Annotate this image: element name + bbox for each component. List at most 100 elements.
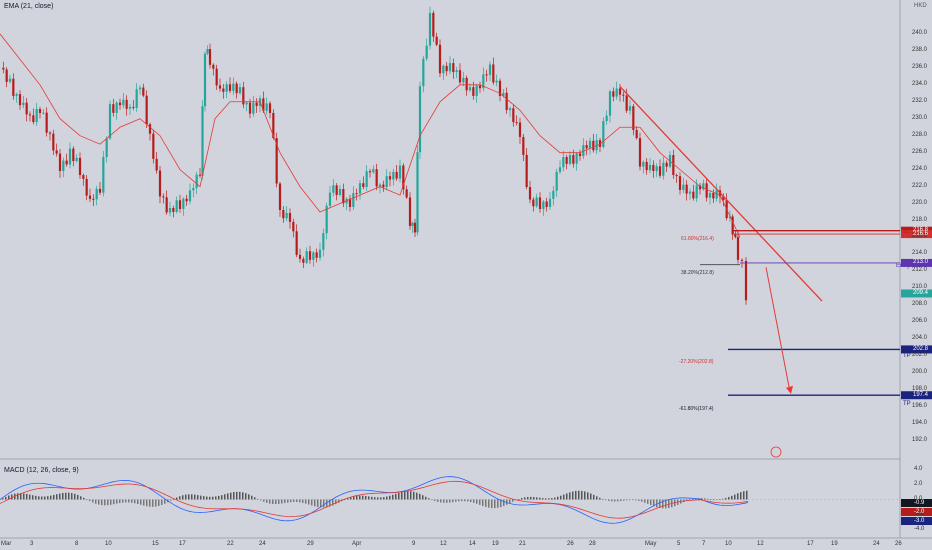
candle-body	[12, 78, 15, 96]
macd-histogram-bar	[476, 499, 478, 504]
candle-body	[385, 176, 388, 188]
candle-body	[332, 185, 335, 193]
candle-body	[118, 102, 122, 106]
candle-body	[245, 102, 248, 105]
candle-body	[172, 207, 175, 212]
candle-body	[265, 103, 268, 111]
macd-histogram-bar	[374, 497, 376, 500]
candle-body	[315, 252, 318, 258]
macd-title[interactable]: MACD (12, 26, close, 9)	[4, 467, 79, 474]
macd-badge-text: -2.0	[914, 508, 925, 515]
macd-histogram-bar	[455, 499, 457, 502]
macd-histogram-bar	[206, 496, 208, 500]
macd-histogram-bar	[710, 499, 712, 500]
level-badge-text: 213.0	[913, 259, 929, 266]
macd-histogram-bar	[284, 499, 286, 504]
macd-histogram-bar	[320, 499, 322, 508]
candle-body	[568, 155, 572, 164]
level-badge	[901, 258, 932, 267]
macd-histogram-bar	[383, 497, 385, 500]
macd-histogram-bar	[281, 499, 283, 504]
macd-badge	[901, 508, 932, 516]
time-tick: Mar	[1, 541, 12, 547]
macd-histogram-bar	[104, 499, 106, 506]
macd-histogram-bar	[542, 498, 544, 500]
macd-badge-text: -3.0	[914, 517, 925, 524]
macd-histogram-bar	[596, 496, 598, 500]
candle-body	[413, 222, 417, 233]
macd-histogram-bar	[662, 499, 664, 509]
macd-histogram-bar	[98, 499, 100, 505]
candle-body	[378, 184, 382, 187]
candle-body	[442, 65, 445, 74]
time-tick: 26	[895, 541, 902, 547]
candle-body	[652, 164, 655, 171]
macd-histogram-bar	[137, 499, 139, 505]
candle-body	[203, 53, 207, 107]
candle-body	[545, 201, 548, 207]
price-tick: 228.0	[912, 131, 928, 138]
price-tick: 220.0	[912, 199, 928, 206]
candle-body	[505, 92, 508, 111]
time-tick: 24	[873, 541, 880, 547]
candle-body	[325, 205, 328, 234]
price-tick: 212.0	[912, 267, 928, 274]
level-badge-text: 202.8	[913, 345, 929, 352]
macd-histogram-bar	[23, 493, 25, 500]
candle-body	[388, 176, 392, 180]
macd-histogram-bar	[602, 499, 604, 500]
candle-body	[15, 94, 18, 96]
macd-histogram-bar	[431, 499, 433, 501]
macd-histogram-bar	[176, 497, 178, 500]
candle-body	[598, 140, 602, 147]
candle-body	[695, 185, 698, 199]
candle-body	[615, 88, 618, 97]
candle-body	[278, 183, 282, 211]
macd-histogram-bar	[236, 491, 238, 500]
candle-body	[462, 77, 465, 83]
candle-body	[335, 185, 338, 195]
candle-body	[262, 98, 265, 111]
macd-histogram-bar	[212, 496, 214, 500]
candle-body	[25, 102, 28, 115]
candle-body	[298, 254, 302, 259]
fib-38-label: 38.20%(212.8)	[681, 270, 714, 276]
candle-body	[182, 198, 185, 209]
candle-body	[235, 83, 238, 94]
candle-body	[82, 175, 85, 179]
macd-histogram-bar	[317, 499, 319, 508]
candle-body	[548, 198, 552, 207]
time-tick: 17	[807, 541, 814, 547]
time-tick: 26	[567, 541, 574, 547]
time-tick: 12	[440, 541, 447, 547]
candle-body	[495, 80, 498, 83]
axis-area	[900, 0, 932, 550]
candle-body	[65, 160, 68, 165]
candle-body	[578, 153, 582, 157]
indicator-title[interactable]: EMA (21, close)	[4, 3, 54, 10]
macd-histogram-bar	[500, 499, 502, 508]
macd-badge	[901, 499, 932, 507]
macd-histogram-bar	[620, 499, 622, 502]
candle-body	[312, 252, 315, 260]
price-tick: 230.0	[912, 114, 928, 121]
macd-histogram-bar	[713, 499, 715, 501]
candle-body	[142, 87, 145, 96]
macd-histogram-bar	[617, 499, 619, 502]
macd-histogram-bar	[725, 498, 727, 500]
macd-histogram-bar	[32, 495, 34, 500]
macd-histogram-bar	[41, 496, 43, 500]
macd-histogram-bar	[170, 499, 172, 501]
candle-body	[48, 132, 52, 134]
candle-body	[558, 167, 562, 172]
macd-histogram-bar	[458, 499, 460, 502]
macd-histogram-bar	[5, 496, 7, 500]
macd-histogram-bar	[692, 498, 694, 500]
candle-body	[702, 183, 705, 190]
candle-body	[42, 112, 45, 114]
candle-body	[292, 221, 295, 232]
macd-histogram-bar	[428, 498, 430, 500]
candle-body	[35, 109, 38, 123]
candle-body	[642, 161, 645, 167]
